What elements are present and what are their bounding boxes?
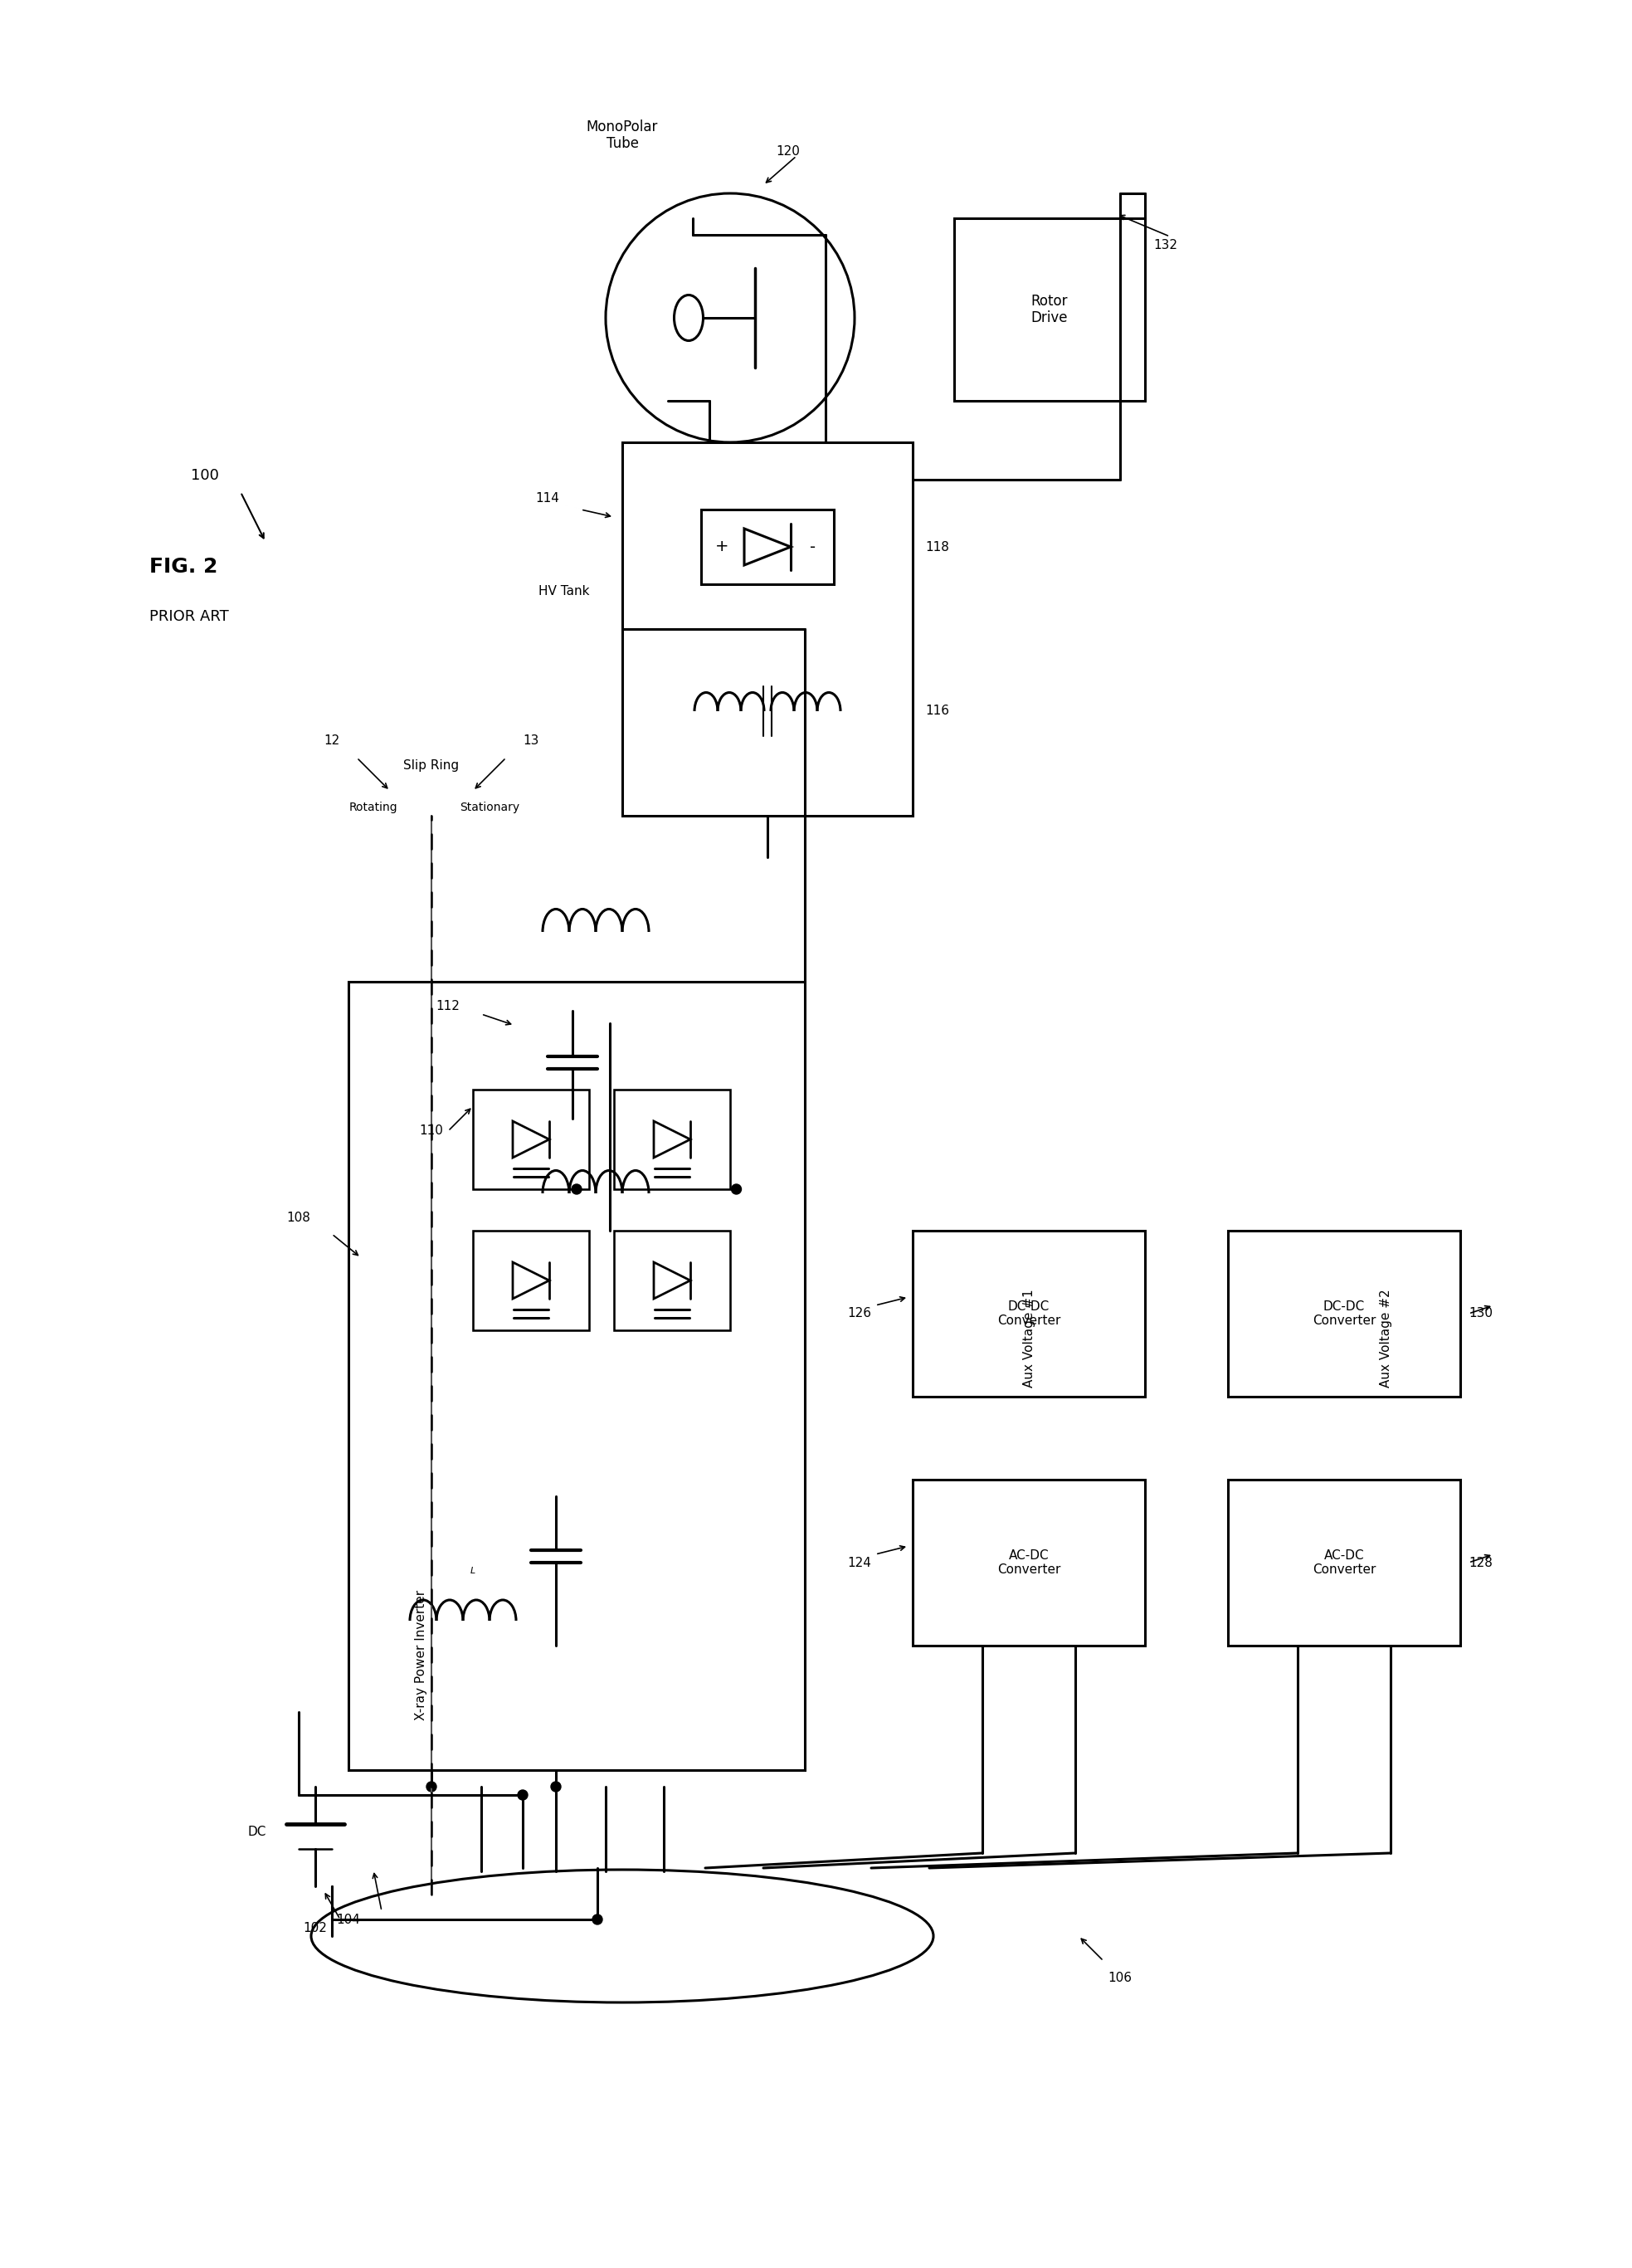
Text: 126: 126: [847, 1306, 871, 1320]
Text: Rotor
Drive: Rotor Drive: [1031, 293, 1067, 327]
Circle shape: [426, 1783, 436, 1792]
Text: 130: 130: [1469, 1306, 1493, 1320]
Bar: [912, 1479, 1146, 1647]
Text: 104: 104: [336, 1914, 361, 1926]
Text: L: L: [470, 1567, 475, 1574]
Bar: [622, 442, 912, 816]
Text: 102: 102: [304, 1921, 328, 1935]
Text: 100: 100: [191, 467, 219, 483]
Text: 124: 124: [847, 1556, 871, 1569]
Bar: [955, 218, 1146, 401]
Bar: [912, 1232, 1146, 1397]
Text: Slip Ring: Slip Ring: [403, 760, 459, 771]
Text: AC-DC
Converter: AC-DC Converter: [997, 1549, 1061, 1576]
Text: 128: 128: [1469, 1556, 1493, 1569]
Text: Aux Voltage #2: Aux Voltage #2: [1379, 1288, 1392, 1388]
Text: 112: 112: [436, 1000, 460, 1014]
Circle shape: [571, 1184, 581, 1195]
Text: HV Tank: HV Tank: [539, 585, 589, 599]
Text: 116: 116: [925, 705, 950, 717]
Circle shape: [552, 1783, 561, 1792]
Text: DC-DC
Converter: DC-DC Converter: [1312, 1300, 1376, 1327]
Text: DC: DC: [248, 1826, 266, 1839]
Text: Stationary: Stationary: [460, 801, 519, 814]
Text: 118: 118: [925, 540, 950, 553]
Bar: [614, 1232, 730, 1331]
Bar: [614, 1089, 730, 1188]
Text: 12: 12: [323, 735, 339, 746]
Circle shape: [592, 1914, 602, 1926]
Text: 114: 114: [535, 492, 560, 503]
Text: FIG. 2: FIG. 2: [150, 558, 217, 576]
Text: 13: 13: [522, 735, 539, 746]
Bar: [1227, 1232, 1461, 1397]
Text: DC-DC
Converter: DC-DC Converter: [997, 1300, 1061, 1327]
Text: PRIOR ART: PRIOR ART: [150, 610, 228, 624]
Text: Rotating: Rotating: [349, 801, 398, 814]
Text: AC-DC
Converter: AC-DC Converter: [1312, 1549, 1376, 1576]
Text: +: +: [715, 540, 728, 556]
Bar: [473, 1232, 589, 1331]
Circle shape: [731, 1184, 741, 1195]
Text: 106: 106: [1108, 1971, 1133, 1984]
Bar: [1227, 1479, 1461, 1647]
Text: 132: 132: [1154, 240, 1177, 252]
Text: 110: 110: [419, 1125, 444, 1136]
Text: X-ray Power Inverter: X-ray Power Inverter: [415, 1590, 428, 1721]
Text: 120: 120: [777, 145, 800, 159]
Text: 108: 108: [287, 1211, 310, 1225]
Circle shape: [517, 1789, 527, 1801]
Text: MonoPolar
Tube: MonoPolar Tube: [586, 120, 658, 152]
Bar: [702, 510, 834, 585]
Text: Aux Voltage #1: Aux Voltage #1: [1023, 1288, 1035, 1388]
Text: -: -: [809, 540, 816, 556]
Bar: [349, 982, 805, 1769]
Bar: [473, 1089, 589, 1188]
